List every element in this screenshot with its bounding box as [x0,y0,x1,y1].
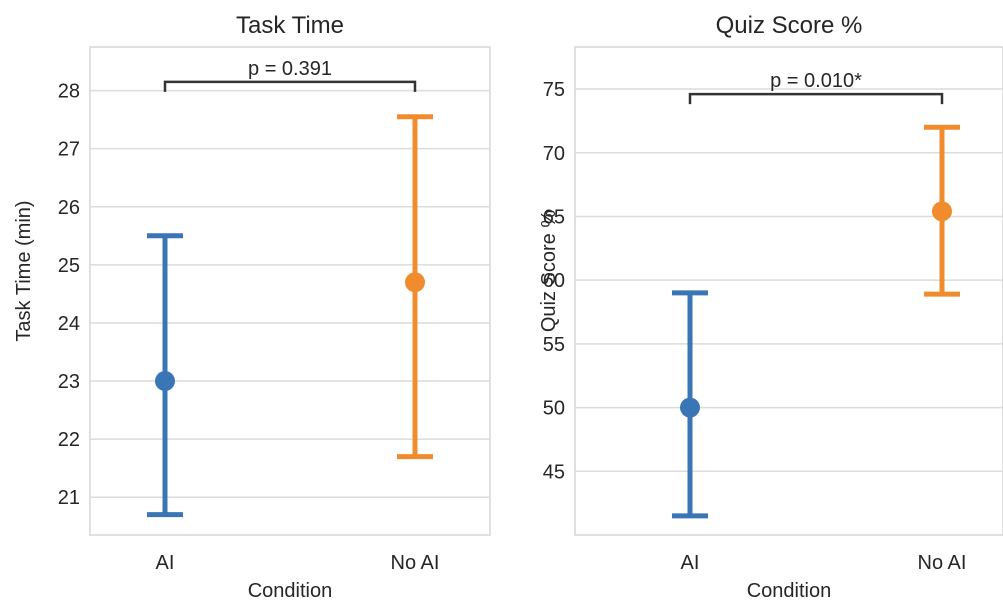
mean-point [405,272,425,293]
y-tick-label: 45 [543,461,565,483]
mean-point [680,397,700,418]
significance-bracket [688,92,944,105]
x-axis-label: Condition [248,580,333,602]
y-tick-label: 27 [58,139,80,161]
plot-area [89,46,491,536]
error-bar-no-ai [924,124,960,297]
y-tick-label: 23 [58,371,80,393]
x-tick-label: No AI [918,552,967,574]
chart-panel-task-time: 21 22 23 24 25 26 27 28 AI No AI p = 0.391 Task … [13,12,491,602]
y-tick-label: 26 [58,197,80,219]
p-value-label: p = 0.391 [248,58,332,80]
y-tick-label: 21 [58,487,80,509]
mean-point [932,201,952,222]
mean-point [155,371,175,392]
chart-title: Quiz Score % [716,12,863,39]
x-tick-label: AI [156,552,175,574]
significance-annotation: p = 0.010* [688,70,944,105]
y-axis-label: Task Time (min) [13,200,35,341]
y-tick-label: 28 [58,81,80,103]
y-tick-label: 24 [58,313,80,335]
plot-area [574,46,1003,536]
p-value-label: p = 0.010* [770,70,862,92]
grid-lines [575,88,1003,473]
error-bars [147,114,433,518]
y-tick-label: 25 [58,255,80,277]
error-bar-no-ai [397,114,433,460]
x-tick-labels: AI No AI [156,552,440,574]
y-tick-label: 22 [58,429,80,451]
y-axis-label: Quiz Score % [538,210,560,332]
y-tick-labels: 45 50 55 60 65 70 75 [543,79,565,483]
significance-annotation: p = 0.391 [163,58,417,92]
significance-bracket [163,80,417,92]
y-tick-label: 60 [543,270,565,292]
error-bar-ai [147,233,183,518]
x-tick-label: AI [681,552,700,574]
x-axis-label: Condition [747,580,832,602]
error-bars [672,124,960,519]
y-tick-label: 55 [543,334,565,356]
y-tick-labels: 21 22 23 24 25 26 27 28 [58,81,80,510]
y-tick-label: 75 [543,79,565,101]
error-bar-ai [672,290,708,519]
y-tick-label: 50 [543,398,565,420]
chart-panel-quiz-score: 45 50 55 60 65 70 75 AI No AI p = 0.010* Quiz S… [538,12,1003,602]
y-tick-label: 65 [543,206,565,228]
y-tick-label: 70 [543,143,565,165]
chart-title: Task Time [236,12,344,39]
x-tick-labels: AI No AI [681,552,967,574]
x-tick-label: No AI [391,552,440,574]
